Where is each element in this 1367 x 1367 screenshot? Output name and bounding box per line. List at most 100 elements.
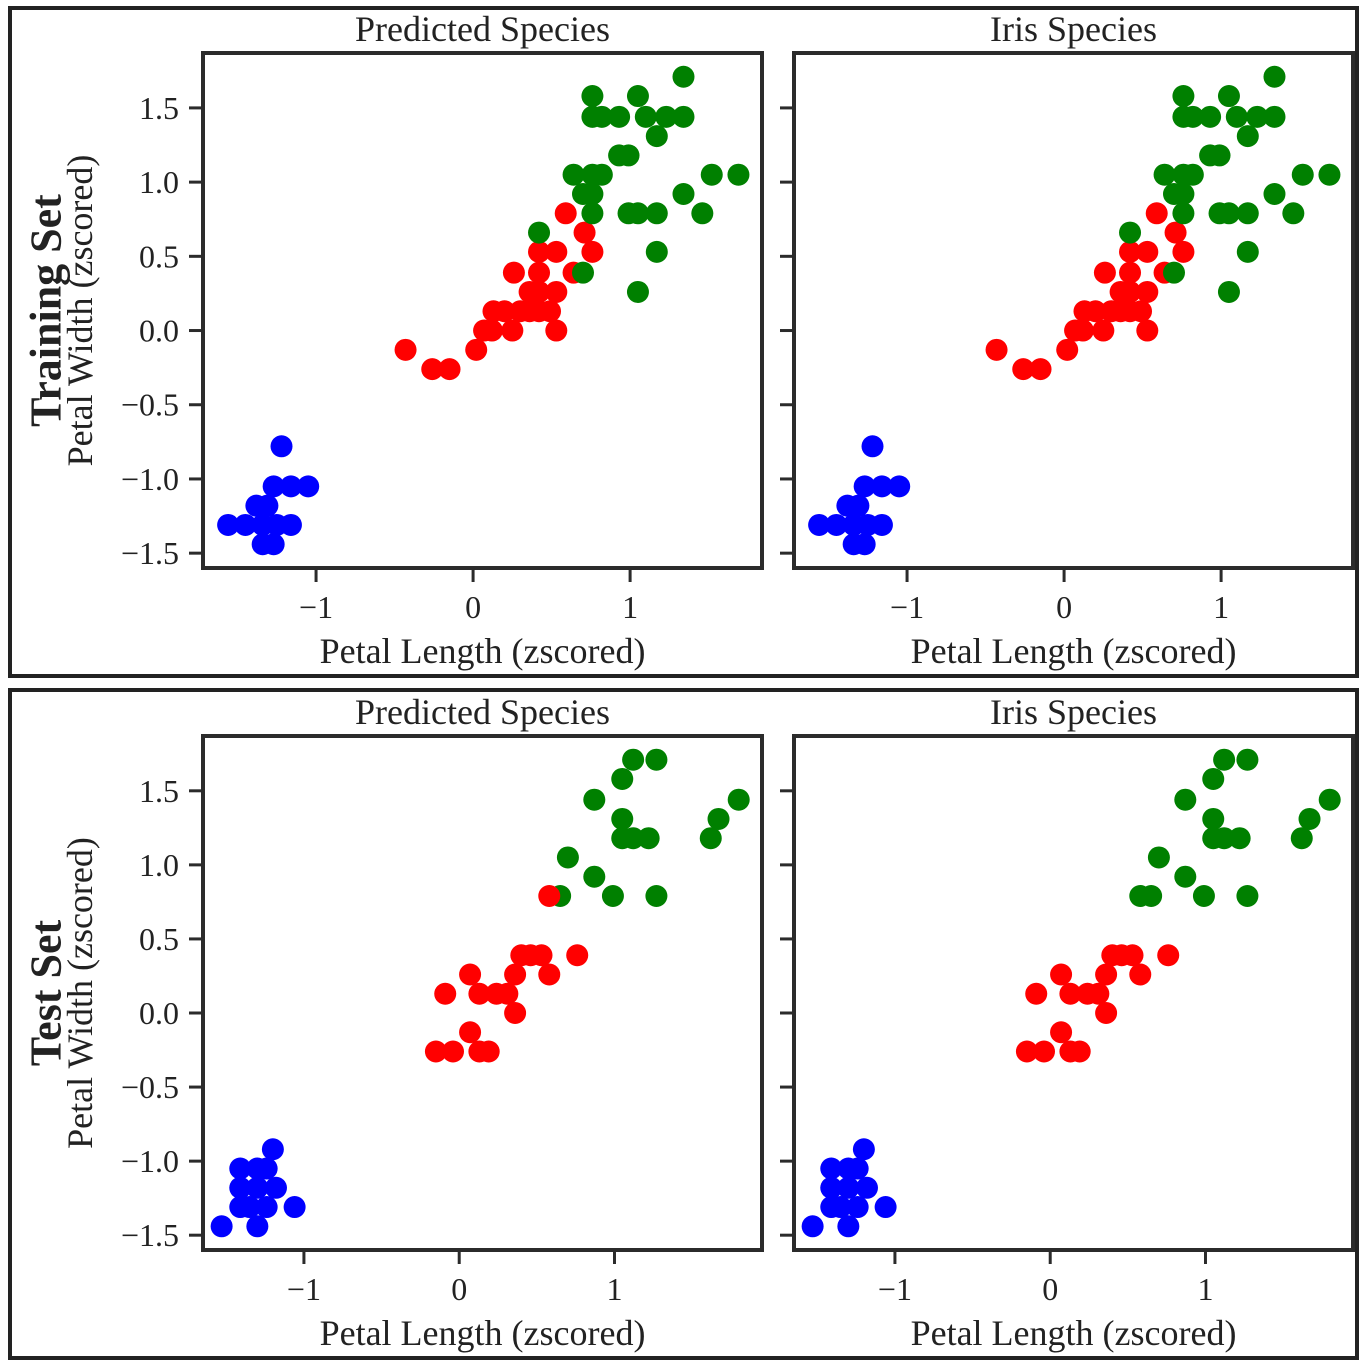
series-virginica [528,65,750,303]
data-point [528,240,551,263]
data-point [530,944,553,967]
data-point [545,240,568,263]
data-point [1147,846,1170,869]
data-point [480,319,503,342]
data-point [566,944,589,967]
data-point [820,1157,843,1180]
data-point [637,827,660,850]
data-point [1208,144,1231,167]
data-point [1174,788,1197,811]
data-point [861,435,884,458]
data-point [1136,280,1159,303]
training-set-row: Training Set [8,6,1359,678]
data-point [699,827,722,850]
data-point [502,261,525,284]
data-point [255,1196,278,1219]
data-point [842,513,865,536]
y-tick-label: 1.0 [139,847,179,883]
data-point [622,827,645,850]
x-tick-label: 0 [1056,589,1072,625]
data-point [1172,182,1195,205]
data-point [1164,221,1187,244]
data-point [1119,221,1142,244]
data-point [459,963,482,986]
data-point [581,202,604,225]
data-point [261,1138,284,1161]
data-point [1181,105,1204,128]
y-tick-label: −1.0 [121,1143,179,1179]
data-point [1217,85,1240,108]
x-tick-label: 1 [1197,1271,1213,1307]
data-point [1015,1040,1038,1063]
data-point [581,85,604,108]
series-setosa [808,435,911,556]
data-point [837,1176,860,1199]
x-tick-label: 1 [1213,589,1229,625]
data-point [1236,202,1259,225]
data-point [210,1215,233,1238]
data-point [801,1215,824,1238]
data-point [1192,884,1215,907]
data-point [1095,963,1118,986]
data-point [573,221,596,244]
data-point [245,494,268,517]
data-point [1056,338,1079,361]
data-point [528,280,551,303]
data-point [1228,827,1251,850]
data-point [1092,319,1115,342]
chart-title: Iris Species [990,9,1157,49]
data-point [1318,163,1341,186]
series-setosa [210,1138,306,1238]
data-point [985,338,1008,361]
data-point [264,1176,287,1199]
data-point [571,261,594,284]
data-point [504,1001,527,1024]
data-point [477,1040,500,1063]
data-point [846,1196,869,1219]
data-point [1050,1021,1073,1044]
data-point [251,533,274,556]
data-point [468,982,491,1005]
data-point [1236,748,1259,771]
data-point [1129,963,1152,986]
x-tick-label: 0 [1042,1271,1058,1307]
data-point [583,788,606,811]
data-point [1157,944,1180,967]
data-point [1136,319,1159,342]
series-versicolor [424,884,589,1063]
data-point [617,144,640,167]
data-point [1263,182,1286,205]
data-point [1084,300,1107,323]
data-point [672,182,695,205]
data-point [700,163,723,186]
data-point [238,1196,261,1219]
data-point [1121,944,1144,967]
data-point [888,475,911,498]
data-point [727,788,750,811]
data-point [1059,982,1082,1005]
data-point [1029,358,1052,381]
y-tick-label: −1.5 [121,535,179,571]
data-point [441,1040,464,1063]
plot-area-frame [201,734,764,1252]
chart-train-predicted: Predicted Species −1 0 1 1.5 1.0 0.5 0.0 −0.5 −1.… [60,9,764,671]
data-point [583,865,606,888]
y-tick-label: −1.0 [121,461,179,497]
data-point [852,1138,875,1161]
data-point [1318,788,1341,811]
data-point [1291,163,1314,186]
points-layer [808,65,1341,556]
x-axis-label: Petal Length (zscored) [911,631,1237,671]
data-point [1025,982,1048,1005]
data-point [1236,125,1259,148]
data-point [538,963,561,986]
data-point [836,494,859,517]
data-point [645,884,668,907]
data-point [539,300,562,323]
data-point [1217,280,1240,303]
data-point [538,884,561,907]
data-point [1202,767,1225,790]
y-tick-label: 1.5 [139,773,179,809]
data-point [262,475,285,498]
data-point [554,202,577,225]
